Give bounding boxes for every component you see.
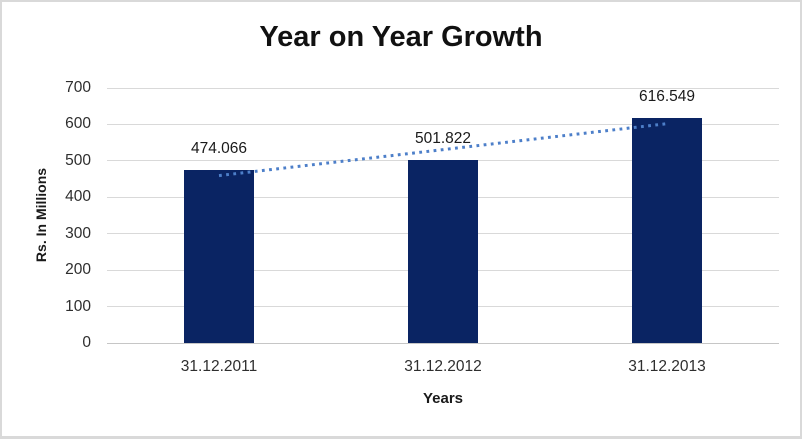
gridline: [107, 123, 779, 125]
data-label: 474.066: [190, 140, 248, 158]
x-axis-line: [107, 342, 779, 344]
y-tick-label: 700: [65, 79, 91, 96]
y-tick-label: 100: [65, 297, 91, 315]
data-label: 501.822: [414, 130, 472, 148]
y-tick-label: 500: [65, 151, 91, 169]
y-tick-label: 300: [65, 224, 91, 242]
x-tick-label: 31.12.2011: [180, 358, 258, 375]
y-tick-label: 200: [65, 261, 91, 279]
bar: [632, 118, 702, 343]
y-tick-label: 600: [65, 115, 91, 133]
y-tick-label: 400: [65, 188, 91, 206]
data-label: 616.549: [638, 88, 696, 106]
gridline: [107, 87, 779, 89]
chart-title: Year on Year Growth: [259, 21, 543, 53]
y-tick-label: 0: [82, 334, 91, 351]
y-axis-title-text: Rs. In Millions: [33, 167, 49, 263]
bar: [184, 170, 254, 343]
x-tick-label: 31.12.2013: [628, 358, 706, 375]
bar: [408, 160, 478, 343]
trendline-line: [218, 122, 668, 178]
x-tick-label: 31.12.2012: [404, 358, 482, 375]
x-axis-title: Years: [422, 390, 464, 407]
